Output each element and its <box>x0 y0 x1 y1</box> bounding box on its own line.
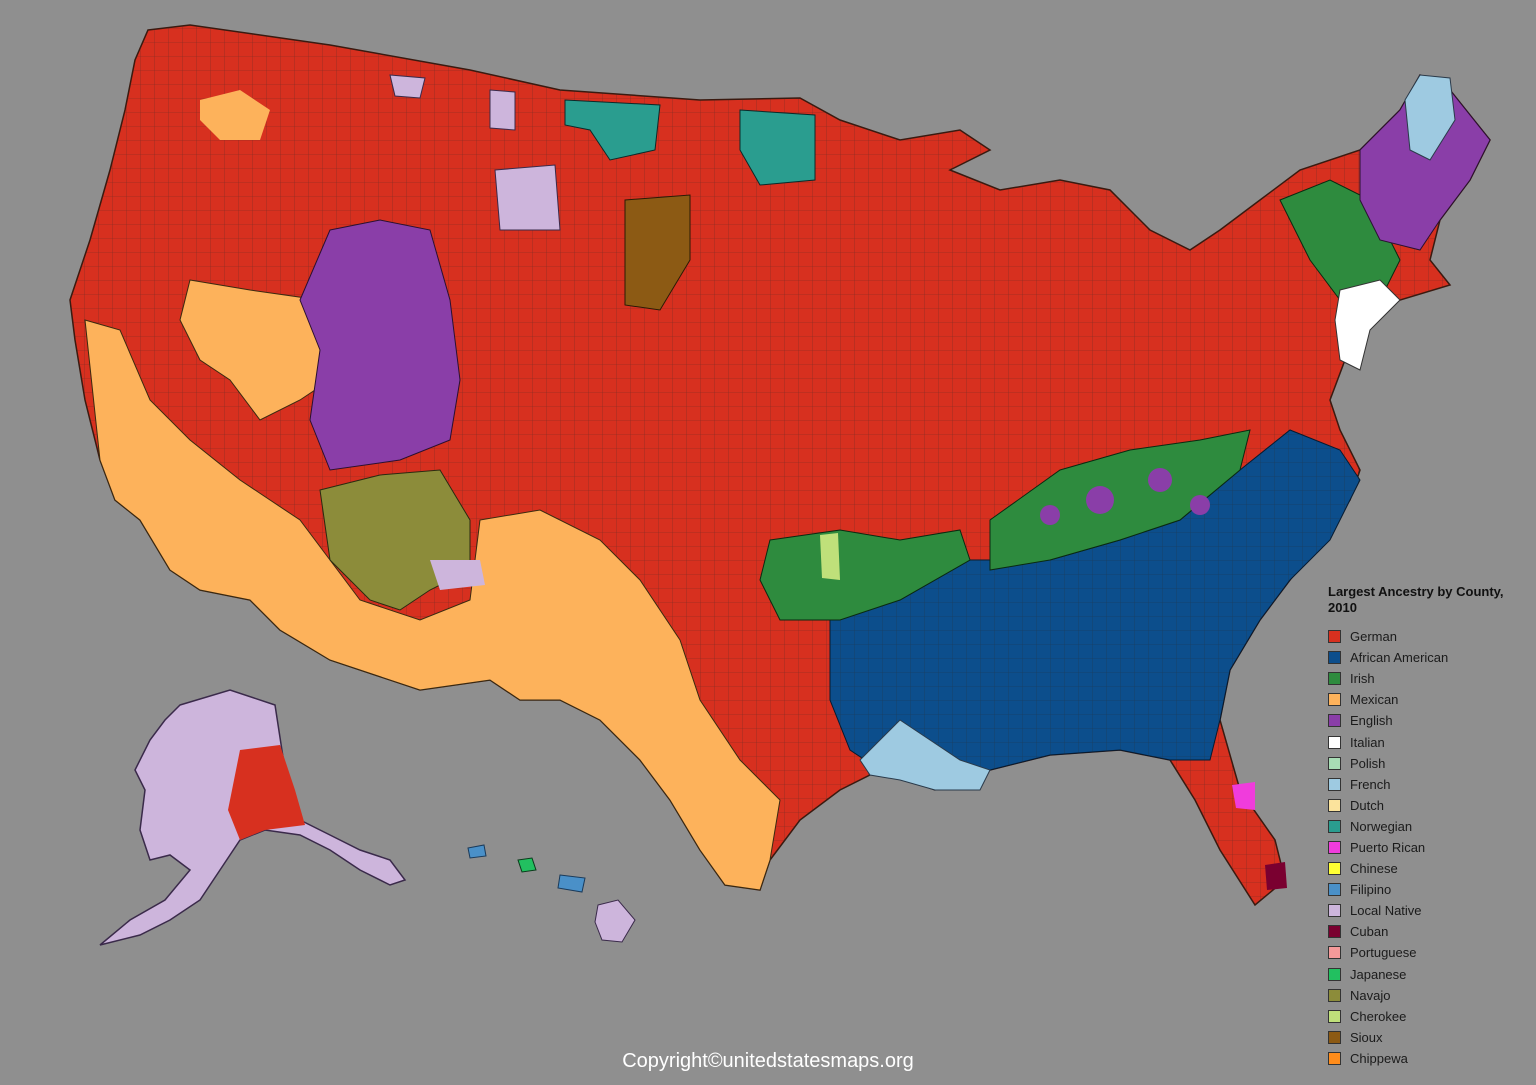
legend-item-chippewa: Chippewa <box>1328 1048 1528 1069</box>
region-sioux <box>624 194 691 311</box>
legend-item-japanese: Japanese <box>1328 964 1528 985</box>
legend-swatch <box>1328 1030 1341 1044</box>
region-norwegian-nd <box>739 109 816 186</box>
legend-swatch <box>1328 1009 1341 1023</box>
legend-item-filipino: Filipino <box>1328 879 1528 900</box>
legend-swatch <box>1328 714 1341 728</box>
hawaii-maui <box>557 874 586 893</box>
legend-item-african-american: African American <box>1328 647 1528 668</box>
legend-label: Chippewa <box>1350 1050 1408 1066</box>
legend-swatch <box>1328 735 1341 749</box>
legend-label: Irish <box>1350 671 1375 687</box>
legend-item-mexican: Mexican <box>1328 689 1528 710</box>
region-french-louisiana <box>859 719 991 791</box>
legend-swatch <box>1328 777 1341 791</box>
region-puerto-rican-fl <box>1232 782 1255 810</box>
legend-label: English <box>1350 713 1393 729</box>
region-cuban-fl <box>1265 862 1287 890</box>
legend-swatch <box>1328 988 1341 1002</box>
region-african-american-south-grid <box>830 430 1360 790</box>
legend-label: Local Native <box>1350 903 1422 919</box>
legend-label: German <box>1350 629 1397 645</box>
legend-label: African American <box>1350 650 1449 666</box>
legend-item-french: French <box>1328 774 1528 795</box>
legend-label: Sioux <box>1350 1029 1383 1045</box>
legend-title: Largest Ancestry by County, 2010 <box>1328 584 1504 615</box>
legend-swatch <box>1328 651 1341 665</box>
legend-label: French <box>1350 776 1391 792</box>
legend-item-chinese: Chinese <box>1328 858 1528 879</box>
legend-item-puerto-rican: Puerto Rican <box>1328 837 1528 858</box>
legend-swatch <box>1328 672 1341 686</box>
legend-label: Portuguese <box>1350 945 1417 961</box>
english-patch-1 <box>1086 486 1114 514</box>
alaska-german-region <box>228 745 305 840</box>
hawaii-oahu <box>517 857 537 873</box>
legend-swatch <box>1328 883 1341 897</box>
legend-swatch <box>1328 862 1341 876</box>
region-local-native-mt <box>389 74 561 231</box>
legend-swatch <box>1328 693 1341 707</box>
legend-label: Italian <box>1350 734 1385 750</box>
copyright-text: Copyright©unitedstatesmaps.org <box>622 1050 914 1072</box>
hawaii-big-island <box>594 899 636 943</box>
legend-swatch <box>1328 630 1341 644</box>
region-local-native-nm <box>430 560 485 590</box>
legend-swatch <box>1328 819 1341 833</box>
legend-item-cuban: Cuban <box>1328 921 1528 942</box>
region-irish-ozarks <box>759 529 971 621</box>
legend-label: Cuban <box>1350 924 1389 940</box>
legend-item-irish: Irish <box>1328 668 1528 689</box>
legend-swatch <box>1328 1051 1341 1065</box>
legend-label: Chinese <box>1350 861 1398 877</box>
legend-item-dutch: Dutch <box>1328 795 1528 816</box>
legend-item-navajo: Navajo <box>1328 985 1528 1006</box>
legend-swatch <box>1328 967 1341 981</box>
legend-swatch <box>1328 840 1341 854</box>
english-patch-2 <box>1148 468 1172 492</box>
legend-label: Mexican <box>1350 692 1399 708</box>
legend-item-portuguese: Portuguese <box>1328 942 1528 963</box>
region-italian-northeast <box>1334 279 1401 371</box>
legend-item-local-native: Local Native <box>1328 900 1528 921</box>
legend-item-norwegian: Norwegian <box>1328 816 1528 837</box>
legend-swatch <box>1328 756 1341 770</box>
region-mexican-southwest <box>84 319 781 891</box>
legend-item-english: English <box>1328 710 1528 731</box>
legend-label: Polish <box>1350 755 1386 771</box>
legend-label: Cherokee <box>1350 1008 1407 1024</box>
legend-item-italian: Italian <box>1328 731 1528 752</box>
region-mexican-great-basin <box>179 279 331 421</box>
region-french-maine <box>1404 74 1456 161</box>
region-cherokee-ok <box>820 533 840 580</box>
hawaii-kauai <box>467 844 487 859</box>
english-patch-4 <box>1190 495 1210 515</box>
region-mexican-washington <box>200 90 270 140</box>
region-norwegian-mt <box>564 99 661 161</box>
legend-label: Norwegian <box>1350 818 1413 834</box>
region-irish-appalachia <box>989 429 1251 571</box>
region-english-utah <box>299 219 461 471</box>
legend-item-cherokee: Cherokee <box>1328 1006 1528 1027</box>
legend-item-german: German <box>1328 626 1528 647</box>
legend-swatch <box>1328 904 1341 918</box>
legend-item-polish: Polish <box>1328 753 1528 774</box>
legend-swatch <box>1328 946 1341 960</box>
legend-items: German African American Irish Mexican Englis… <box>1328 626 1528 1069</box>
legend-label: Japanese <box>1350 966 1407 982</box>
legend-label: Dutch <box>1350 797 1384 813</box>
legend-swatch <box>1328 925 1341 939</box>
legend-label: Filipino <box>1350 882 1392 898</box>
legend: Largest Ancestry by County, 2010 German A… <box>1328 584 1528 1069</box>
english-patch-3 <box>1040 505 1060 525</box>
legend-swatch <box>1328 798 1341 812</box>
legend-label: Puerto Rican <box>1350 839 1426 855</box>
legend-item-sioux: Sioux <box>1328 1027 1528 1048</box>
legend-label: Navajo <box>1350 987 1391 1003</box>
